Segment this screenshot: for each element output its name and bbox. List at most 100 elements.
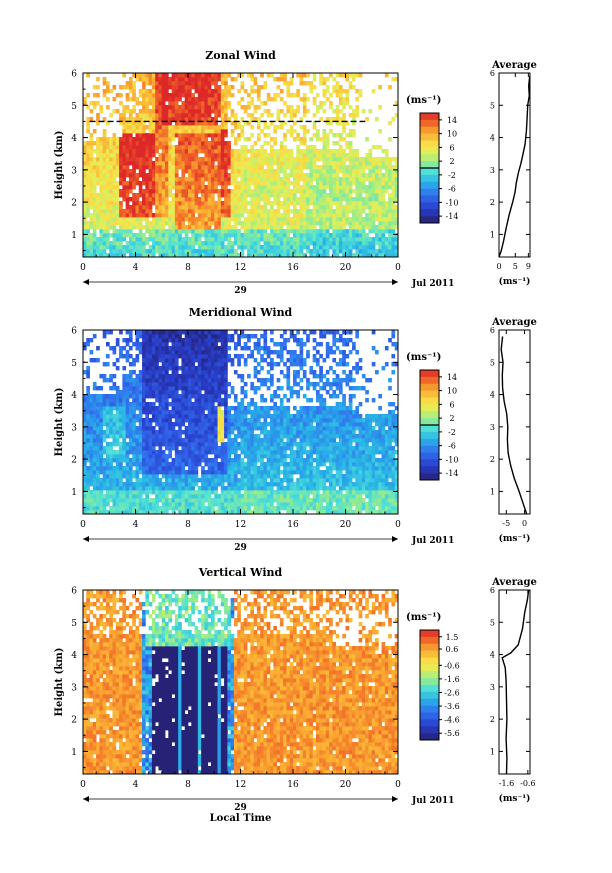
colorbar-tick-label: -14: [446, 212, 459, 221]
profile-y-tick-label: 1: [490, 747, 495, 756]
x-tick-label: 20: [340, 520, 352, 530]
x-tick-label: 4: [133, 520, 139, 530]
profile-y-tick-label: 5: [490, 101, 495, 110]
colorbar-band: [420, 459, 439, 467]
colorbar-tick-label: 6: [449, 143, 454, 152]
colorbar-tick-label: -0.6: [444, 661, 459, 670]
date-bar-arrow-right: [392, 796, 398, 802]
colorbar-band: [420, 404, 439, 412]
x-tick-label: 8: [185, 520, 191, 530]
profile-frame: [498, 589, 531, 775]
colorbar-band: [420, 390, 439, 398]
colorbar: [420, 370, 439, 481]
colorbar-band: [420, 636, 439, 645]
colorbar-tick-label: 14: [447, 373, 457, 382]
chart-title: Meridional Wind: [189, 306, 293, 319]
x-tick-label: 12: [235, 520, 246, 530]
profile-y-tick-label: 6: [490, 69, 495, 78]
colorbar-band: [420, 445, 439, 453]
colorbar-tick-label: 10: [447, 130, 457, 139]
colorbar-tick-label: -10: [446, 455, 459, 464]
colorbar-band: [420, 126, 439, 134]
profile-y-tick-label: 1: [490, 487, 495, 496]
y-tick-label: 3: [71, 423, 77, 433]
profile-x-tick-label: -5: [502, 519, 510, 528]
profile-line: [498, 76, 531, 258]
y-tick-label: 1: [71, 488, 77, 498]
profile-y-tick-label: 5: [490, 358, 495, 367]
colorbar-tick-label: 1.5: [446, 633, 459, 642]
profile-x-tick-label: 9: [526, 262, 531, 271]
profile-x-tick-label: 0: [496, 262, 501, 271]
colorbar-band: [420, 719, 439, 727]
colorbar-band: [420, 733, 439, 741]
month-label: Jul 2011: [411, 796, 454, 806]
profile-y-tick-label: 1: [490, 230, 495, 239]
y-axis-label: Height (km): [54, 388, 65, 457]
colorbar-band: [420, 119, 439, 128]
profile-y-tick-label: 2: [490, 198, 495, 207]
y-tick-label: 5: [71, 359, 77, 369]
x-tick-label: 0: [80, 520, 86, 530]
profile-y-tick-label: 3: [490, 166, 495, 175]
date-bar-arrow-right: [392, 536, 398, 542]
x-tick-label: 0: [395, 520, 401, 530]
colorbar-unit: (ms⁻¹): [406, 612, 441, 623]
colorbar-band: [420, 168, 439, 176]
colorbar-unit: (ms⁻¹): [406, 352, 441, 363]
y-tick-label: 6: [71, 327, 77, 337]
colorbar-band: [420, 209, 439, 217]
colorbar-band: [420, 140, 439, 148]
colorbar-tick-label: -10: [446, 198, 459, 207]
colorbar-tick-label: -4.6: [444, 716, 459, 725]
colorbar-band: [420, 370, 439, 378]
profile-y-tick-label: 3: [490, 423, 495, 432]
colorbar-tick-label: 2: [449, 157, 454, 166]
date-label: 29: [234, 803, 247, 813]
colorbar-band: [420, 691, 439, 700]
profile-frame: [498, 72, 531, 258]
y-tick-label: 4: [71, 391, 77, 401]
colorbar-band: [420, 216, 439, 224]
colorbar-band: [420, 188, 439, 196]
y-tick-label: 6: [71, 70, 77, 80]
y-tick-label: 2: [71, 199, 77, 209]
profile-x-tick-label: -1.6: [499, 779, 514, 788]
colorbar-band: [420, 411, 439, 419]
colorbar-band: [420, 643, 439, 651]
y-tick-label: 1: [71, 748, 77, 758]
profile-unit: (ms⁻¹): [499, 276, 531, 287]
colorbar-tick-label: -3.6: [444, 702, 459, 711]
chart-title: Vertical Wind: [198, 566, 283, 579]
colorbar-band: [420, 452, 439, 460]
profile-frame: [498, 329, 531, 515]
colorbar-band: [420, 671, 439, 679]
x-tick-label: 16: [287, 780, 299, 790]
colorbar-tick-label: -2.6: [444, 688, 459, 697]
colorbar-tick-label: 14: [447, 116, 457, 125]
profile-y-tick-label: 3: [490, 683, 495, 692]
profile-unit: (ms⁻¹): [499, 793, 531, 804]
colorbar-band: [420, 685, 439, 693]
colorbar-band: [420, 154, 439, 162]
date-bar-arrow-right: [392, 279, 398, 285]
colorbar-band: [420, 473, 439, 481]
x-tick-label: 0: [80, 780, 86, 790]
colorbar-band: [420, 657, 439, 665]
colorbar-band: [420, 438, 439, 446]
colorbar-band: [420, 664, 439, 672]
heatmap-cells: [83, 330, 399, 515]
colorbar-band: [420, 726, 439, 734]
profile-y-tick-label: 6: [490, 586, 495, 595]
x-tick-label: 8: [185, 263, 191, 273]
y-tick-label: 4: [71, 134, 77, 144]
profile-x-tick-label: 0: [522, 519, 527, 528]
colorbar-band: [420, 161, 439, 169]
colorbar-band: [420, 705, 439, 713]
x-tick-label: 0: [80, 263, 86, 273]
colorbar-band: [420, 397, 439, 405]
date-bar-arrow-left: [83, 796, 89, 802]
